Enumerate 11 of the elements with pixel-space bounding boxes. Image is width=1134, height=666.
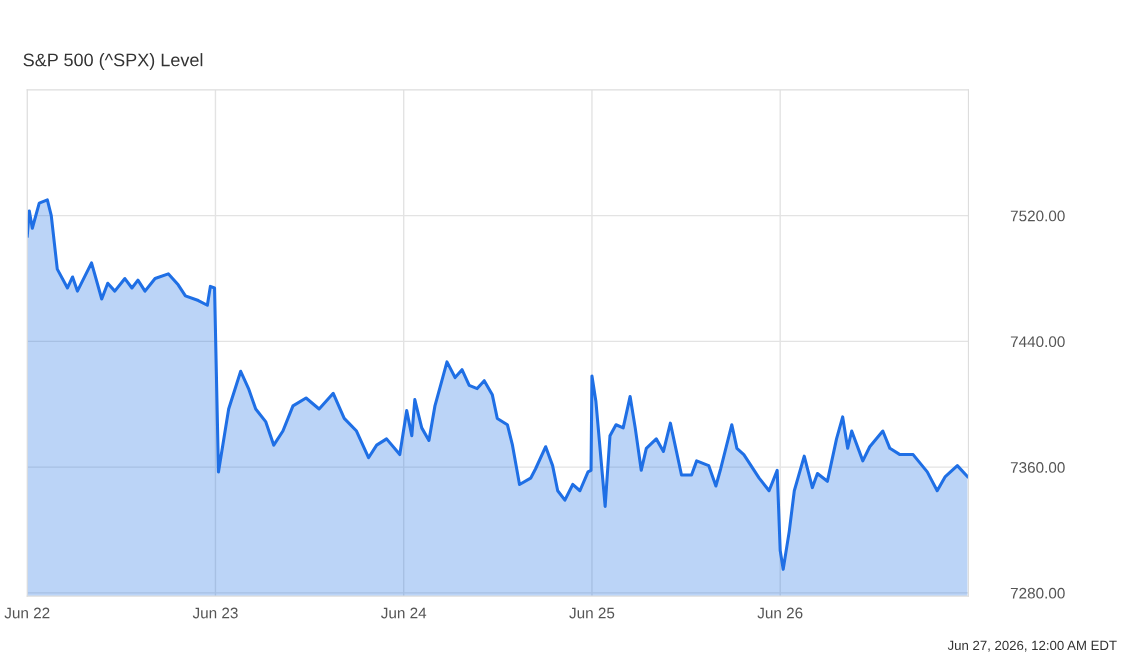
y-tick-label: 7360.00 (1010, 462, 1065, 473)
x-tick-label: Jun 22 (4, 607, 50, 619)
y-tick-label: 7520.00 (1010, 210, 1065, 222)
x-tick-label: Jun 23 (192, 607, 238, 619)
y-tick-label: 7440.00 (1010, 336, 1065, 348)
x-tick-label: Jun 26 (757, 607, 803, 619)
x-tick-label: Jun 24 (381, 607, 427, 619)
chart-title: S&P 500 (^SPX) Level (23, 53, 203, 70)
text: Jun 27, 2026, 12:00 AM EDT (947, 640, 1117, 652)
y-tick-label: 7280.00 (1010, 587, 1065, 599)
x-tick-label: Jun 25 (569, 607, 615, 619)
